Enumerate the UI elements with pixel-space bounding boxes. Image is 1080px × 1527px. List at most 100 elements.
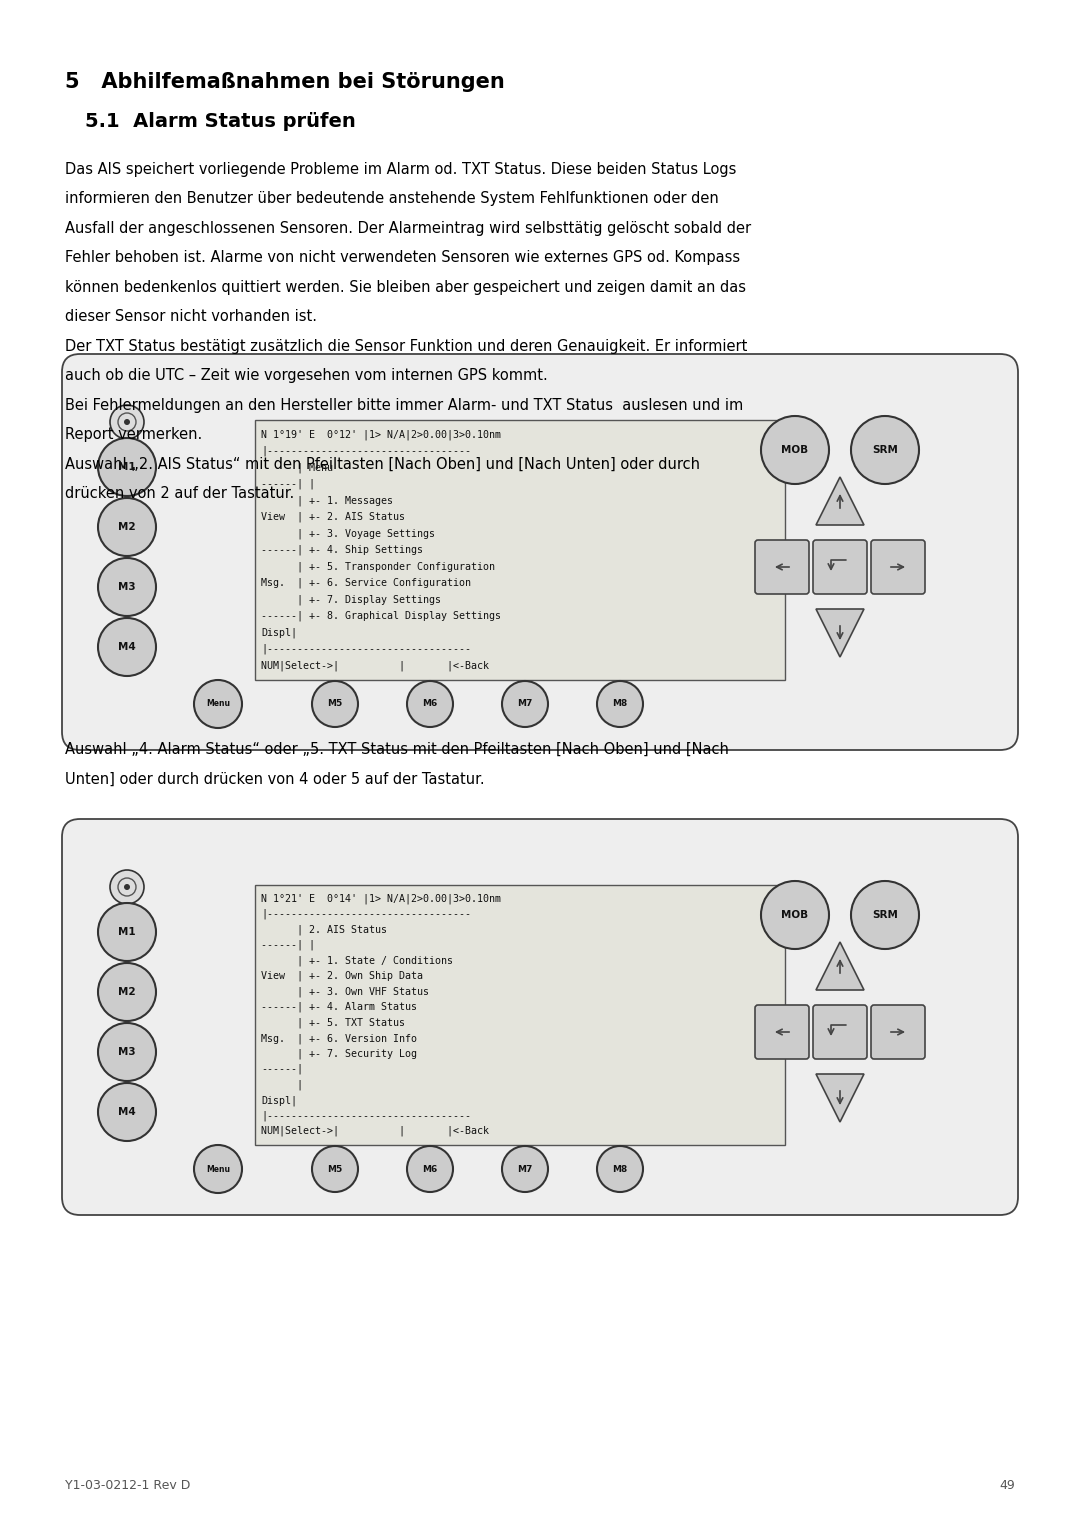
Circle shape	[98, 1083, 156, 1141]
Text: 5   Abhilfemaßnahmen bei Störungen: 5 Abhilfemaßnahmen bei Störungen	[65, 72, 504, 92]
Circle shape	[761, 415, 829, 484]
Text: | +- 3. Own VHF Status: | +- 3. Own VHF Status	[261, 986, 429, 997]
Text: M2: M2	[118, 986, 136, 997]
Text: M2: M2	[118, 522, 136, 531]
Text: M7: M7	[517, 1165, 532, 1174]
Text: MOB: MOB	[782, 444, 809, 455]
Polygon shape	[816, 476, 864, 525]
Text: | +- 1. Messages: | +- 1. Messages	[261, 495, 393, 505]
Text: 5.1  Alarm Status prüfen: 5.1 Alarm Status prüfen	[85, 111, 355, 131]
Text: ------|: ------|	[261, 1064, 303, 1075]
Text: ------| +- 8. Graphical Display Settings: ------| +- 8. Graphical Display Settings	[261, 611, 501, 621]
Polygon shape	[816, 942, 864, 989]
Text: M1: M1	[118, 463, 136, 472]
Text: Auswahl „2. AIS Status“ mit den Pfeiltasten [Nach Oben] und [Nach Unten] oder du: Auswahl „2. AIS Status“ mit den Pfeiltas…	[65, 457, 700, 472]
Text: | Menu: | Menu	[261, 463, 333, 472]
FancyBboxPatch shape	[813, 541, 867, 594]
Text: auch ob die UTC – Zeit wie vorgesehen vom internen GPS kommt.: auch ob die UTC – Zeit wie vorgesehen vo…	[65, 368, 548, 383]
Text: |: |	[261, 1080, 303, 1090]
Text: Das AIS speichert vorliegende Probleme im Alarm od. TXT Status. Diese beiden Sta: Das AIS speichert vorliegende Probleme i…	[65, 162, 737, 177]
Text: M3: M3	[118, 582, 136, 592]
Text: drücken von 2 auf der Tastatur.: drücken von 2 auf der Tastatur.	[65, 487, 294, 501]
Text: M6: M6	[422, 699, 437, 709]
Text: dieser Sensor nicht vorhanden ist.: dieser Sensor nicht vorhanden ist.	[65, 310, 318, 325]
Text: MOB: MOB	[782, 910, 809, 919]
Text: ------| +- 4. Alarm Status: ------| +- 4. Alarm Status	[261, 1002, 417, 1012]
Circle shape	[312, 1145, 357, 1193]
Text: NUM|Select->|          |       |<-Back: NUM|Select->| | |<-Back	[261, 1125, 489, 1136]
Text: Der TXT Status bestätigt zusätzlich die Sensor Funktion und deren Genauigkeit. E: Der TXT Status bestätigt zusätzlich die …	[65, 339, 747, 354]
Text: M1: M1	[118, 927, 136, 938]
Circle shape	[851, 415, 919, 484]
Text: | +- 3. Voyage Settings: | +- 3. Voyage Settings	[261, 528, 435, 539]
Text: ------| |: ------| |	[261, 941, 315, 950]
Text: N 1°21' E  0°14' |1> N/A|2>0.00|3>0.10nm: N 1°21' E 0°14' |1> N/A|2>0.00|3>0.10nm	[261, 893, 501, 904]
Circle shape	[407, 681, 453, 727]
Text: M8: M8	[612, 699, 627, 709]
Text: |----------------------------------: |----------------------------------	[261, 909, 471, 919]
Text: Menu: Menu	[206, 1165, 230, 1174]
Text: SRM: SRM	[872, 910, 897, 919]
Text: ------| |: ------| |	[261, 478, 315, 489]
Text: M6: M6	[422, 1165, 437, 1174]
Text: Bei Fehlermeldungen an den Hersteller bitte immer Alarm- und TXT Status  auslese: Bei Fehlermeldungen an den Hersteller bi…	[65, 399, 743, 412]
Text: SRM: SRM	[872, 444, 897, 455]
Text: M5: M5	[327, 1165, 342, 1174]
Circle shape	[110, 405, 144, 438]
Text: Msg.  | +- 6. Version Info: Msg. | +- 6. Version Info	[261, 1032, 417, 1043]
Circle shape	[98, 618, 156, 676]
Circle shape	[597, 681, 643, 727]
Text: Ausfall der angeschlossenen Sensoren. Der Alarmeintrag wird selbsttätig gelöscht: Ausfall der angeschlossenen Sensoren. De…	[65, 221, 751, 237]
Text: | +- 5. TXT Status: | +- 5. TXT Status	[261, 1017, 405, 1028]
FancyBboxPatch shape	[255, 886, 785, 1145]
Circle shape	[312, 681, 357, 727]
Text: NUM|Select->|          |       |<-Back: NUM|Select->| | |<-Back	[261, 661, 489, 670]
Circle shape	[98, 964, 156, 1022]
Circle shape	[502, 681, 548, 727]
Text: Displ|: Displ|	[261, 1095, 297, 1106]
Circle shape	[407, 1145, 453, 1193]
Text: informieren den Benutzer über bedeutende anstehende System Fehlfunktionen oder d: informieren den Benutzer über bedeutende…	[65, 191, 719, 206]
Circle shape	[761, 881, 829, 948]
FancyBboxPatch shape	[813, 1005, 867, 1060]
Text: Auswahl „4. Alarm Status“ oder „5. TXT Status mit den Pfeiltasten [Nach Oben] un: Auswahl „4. Alarm Status“ oder „5. TXT S…	[65, 742, 729, 757]
Circle shape	[98, 902, 156, 960]
Text: Report vermerken.: Report vermerken.	[65, 428, 202, 443]
Text: M8: M8	[612, 1165, 627, 1174]
Circle shape	[98, 498, 156, 556]
Text: Msg.  | +- 6. Service Configuration: Msg. | +- 6. Service Configuration	[261, 577, 471, 588]
FancyBboxPatch shape	[62, 818, 1018, 1215]
Text: Unten] oder durch drücken von 4 oder 5 auf der Tastatur.: Unten] oder durch drücken von 4 oder 5 a…	[65, 771, 485, 786]
Text: View  | +- 2. AIS Status: View | +- 2. AIS Status	[261, 512, 405, 522]
FancyBboxPatch shape	[755, 541, 809, 594]
Circle shape	[110, 870, 144, 904]
Text: Menu: Menu	[206, 699, 230, 709]
Circle shape	[124, 884, 130, 890]
FancyBboxPatch shape	[870, 1005, 924, 1060]
Circle shape	[98, 438, 156, 496]
Text: Displ|: Displ|	[261, 628, 297, 638]
Text: | +- 7. Security Log: | +- 7. Security Log	[261, 1049, 417, 1060]
Text: M4: M4	[118, 641, 136, 652]
Text: | +- 5. Transponder Configuration: | +- 5. Transponder Configuration	[261, 562, 495, 571]
Circle shape	[98, 557, 156, 615]
Text: ------| +- 4. Ship Settings: ------| +- 4. Ship Settings	[261, 545, 423, 556]
Text: N 1°19' E  0°12' |1> N/A|2>0.00|3>0.10nm: N 1°19' E 0°12' |1> N/A|2>0.00|3>0.10nm	[261, 429, 501, 440]
Text: M4: M4	[118, 1107, 136, 1116]
Text: View  | +- 2. Own Ship Data: View | +- 2. Own Ship Data	[261, 971, 423, 982]
FancyBboxPatch shape	[755, 1005, 809, 1060]
Text: 49: 49	[999, 1480, 1015, 1492]
Text: | +- 7. Display Settings: | +- 7. Display Settings	[261, 594, 441, 605]
Polygon shape	[816, 1073, 864, 1122]
Circle shape	[502, 1145, 548, 1193]
Text: |----------------------------------: |----------------------------------	[261, 644, 471, 655]
Text: Y1-03-0212-1 Rev D: Y1-03-0212-1 Rev D	[65, 1480, 190, 1492]
Text: M7: M7	[517, 699, 532, 709]
Text: | 2. AIS Status: | 2. AIS Status	[261, 924, 387, 935]
Text: |----------------------------------: |----------------------------------	[261, 1110, 471, 1121]
Circle shape	[597, 1145, 643, 1193]
Circle shape	[98, 1023, 156, 1081]
Circle shape	[851, 881, 919, 948]
Polygon shape	[816, 609, 864, 657]
FancyBboxPatch shape	[255, 420, 785, 680]
